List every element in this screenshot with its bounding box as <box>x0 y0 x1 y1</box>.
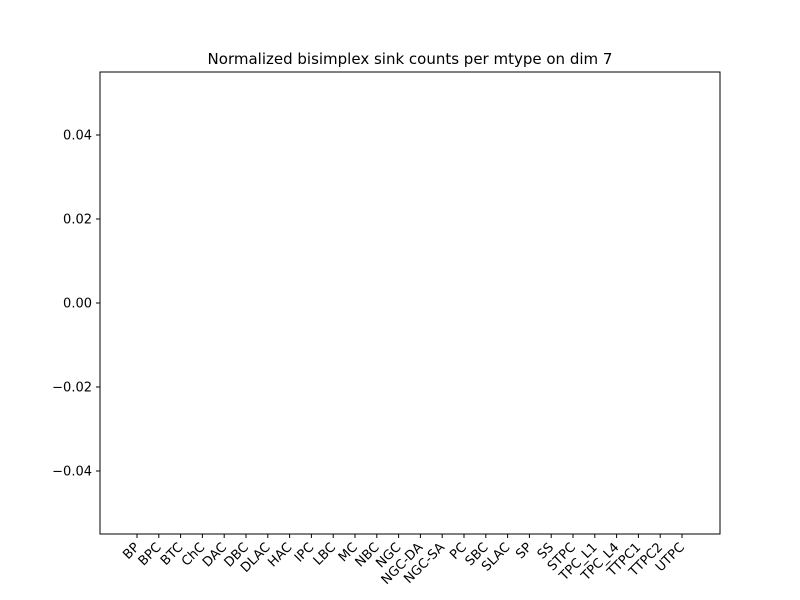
y-tick-label: 0.00 <box>63 297 92 312</box>
y-tick-label: 0.04 <box>63 129 92 144</box>
chart-title: Normalized bisimplex sink counts per mty… <box>208 50 613 68</box>
y-tick-label: 0.02 <box>63 213 92 228</box>
x-tick-label: SP <box>513 540 535 562</box>
y-tick-label: −0.02 <box>52 381 92 396</box>
x-axis: BPBPCBTCChCDACDBCDLACHACIPCLBCMCNBCNGCNG… <box>120 534 688 588</box>
y-axis: −0.04 −0.02 0.00 0.02 0.04 <box>52 129 100 480</box>
y-tick-label: −0.04 <box>52 465 92 480</box>
plot-area-frame <box>99 71 721 535</box>
